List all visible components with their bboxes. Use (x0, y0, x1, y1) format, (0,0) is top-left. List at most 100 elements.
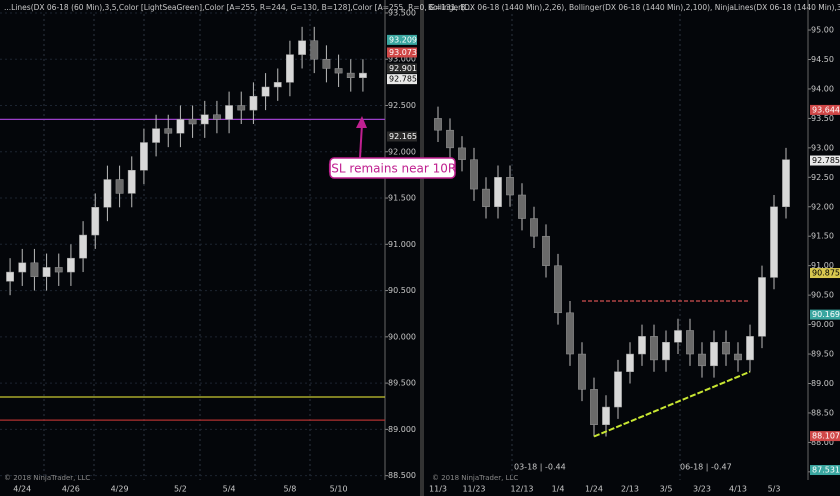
candle-body (115, 179, 124, 194)
price-marker-label: 92.785 (389, 75, 417, 84)
annotation-box (329, 157, 456, 179)
price-marker-label: 87.531 (812, 466, 840, 475)
trendline (593, 370, 751, 438)
candle-body (310, 40, 319, 60)
y-tick-label: 88.500 (388, 471, 416, 480)
x-tick-label: 3/23 (693, 485, 711, 494)
price-marker (810, 309, 840, 320)
y-tick-label: 93.50 (811, 114, 834, 123)
y-tick-label: 92.50 (811, 173, 834, 182)
price-marker-label: 92.785 (812, 156, 840, 165)
y-tick-label: 93.00 (811, 143, 834, 152)
note: 03-18 | -0.44 (514, 463, 566, 472)
candle-body (782, 159, 790, 208)
candle-body (662, 342, 670, 361)
y-tick-label: 91.500 (388, 194, 416, 203)
candle-body (359, 72, 367, 78)
y-tick-label: 89.500 (388, 379, 416, 388)
annotation-arrowhead (356, 116, 367, 128)
annotation: ISL remains near 10R (328, 116, 456, 179)
candle-body (140, 142, 148, 171)
price-marker-label: 92.901 (389, 64, 417, 73)
y-tick-label: 92.500 (388, 101, 416, 110)
price-marker (387, 34, 417, 45)
candle-body (322, 58, 331, 69)
candle-body (722, 342, 730, 355)
candle-body (225, 105, 233, 120)
x-tick-label: 4/26 (62, 485, 80, 494)
candle-body (18, 262, 27, 273)
x-tick-label: 5/4 (223, 485, 236, 494)
x-tick-label: 3/5 (660, 485, 673, 494)
candle-body (614, 371, 622, 408)
note: 06-18 | -0.47 (680, 463, 732, 472)
candle-body (213, 114, 221, 120)
y-tick-label: 92.000 (388, 147, 416, 156)
price-marker-label: 93.073 (389, 48, 417, 57)
candle-body (578, 353, 586, 390)
candle-body (638, 336, 646, 355)
candle-body (54, 267, 63, 273)
price-marker (810, 155, 840, 166)
candle-body (188, 119, 197, 125)
candle-body (746, 336, 754, 361)
price-marker-label: 90.875 (812, 269, 840, 278)
x-tick-label: 2/13 (621, 485, 639, 494)
candle-body (626, 353, 634, 372)
x-tick-label: 5/8 (283, 485, 296, 494)
copyright: © 2018 NinjaTrader, LLC (432, 474, 518, 482)
y-tick-label: 90.000 (388, 332, 416, 341)
candle-body (176, 119, 185, 134)
candle-body (152, 128, 160, 143)
candle-body (261, 86, 270, 97)
x-tick-label: 4/24 (13, 485, 31, 494)
candle-body (458, 147, 466, 160)
candle-body (42, 267, 51, 277)
candle-body (164, 128, 173, 134)
chart-title: ...Lines(DX 06-18 (60 Min),3,5,Color [Li… (4, 3, 473, 12)
candle-body (91, 207, 100, 236)
candle-body (530, 218, 538, 237)
x-tick-label: 1/4 (552, 485, 565, 494)
panel-divider (420, 0, 424, 496)
x-tick-label: 12/13 (510, 485, 533, 494)
price-marker (387, 63, 417, 74)
candle-body (770, 206, 778, 278)
candle-body (6, 271, 14, 282)
x-tick-label: 5/3 (768, 485, 781, 494)
y-tick-label: 88.00 (811, 438, 834, 447)
candle-body (67, 257, 75, 273)
y-tick-label: 90.00 (811, 320, 834, 329)
x-tick-label: 1/24 (585, 485, 603, 494)
candle-body (434, 118, 442, 131)
candle-body (518, 194, 526, 219)
x-tick-label: 4/13 (729, 485, 747, 494)
candle-body (298, 40, 306, 55)
price-marker-label: 88.107 (812, 432, 840, 441)
price-marker (387, 74, 417, 85)
candle-body (249, 95, 258, 111)
candle-body (674, 330, 682, 343)
y-tick-label: 91.00 (811, 261, 834, 270)
left-panel (0, 0, 420, 496)
annotation-text: ISL remains near 10R (328, 162, 456, 176)
candle-body (103, 179, 112, 208)
candle-body (566, 312, 574, 355)
candle-body (590, 389, 598, 425)
y-tick-label: 94.00 (811, 84, 834, 93)
y-tick-label: 90.500 (388, 286, 416, 295)
y-tick-label: 93.500 (388, 8, 416, 17)
candle-body (237, 105, 246, 111)
candle-body (506, 177, 514, 196)
candle-body (650, 336, 658, 361)
candle-body (127, 170, 136, 194)
candle-body (334, 68, 343, 74)
price-marker-label: 93.209 (389, 35, 417, 44)
price-marker (810, 465, 840, 476)
candle-body (446, 129, 454, 149)
candle-body (79, 234, 87, 259)
price-marker (387, 47, 417, 58)
annotation-arrow (359, 123, 363, 159)
